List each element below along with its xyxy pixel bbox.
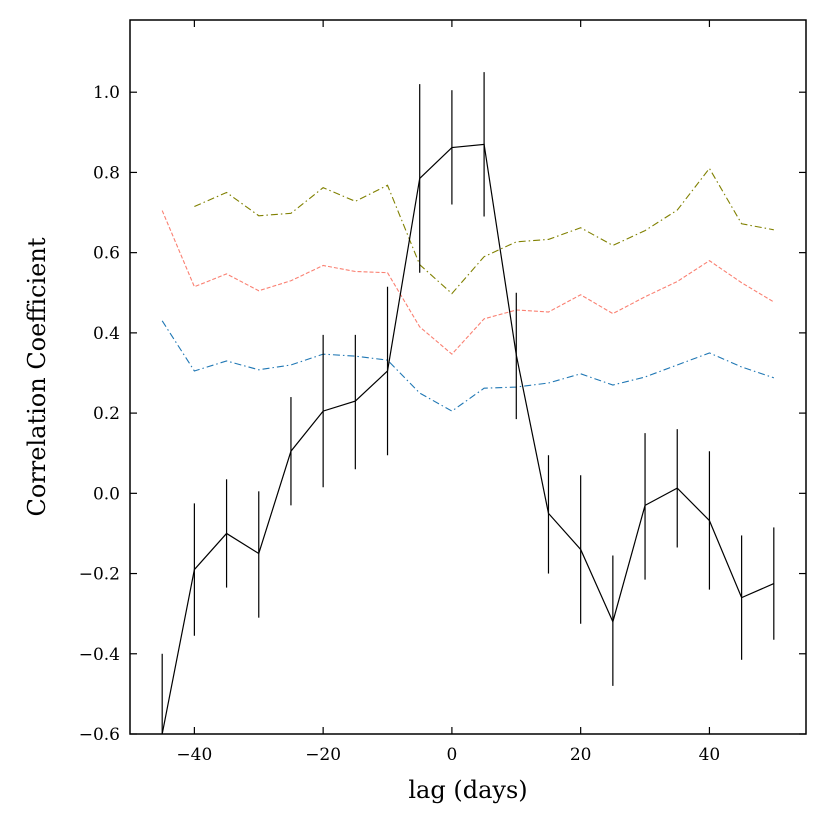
x-tick-label: −20: [305, 745, 341, 765]
x-tick-label: 0: [446, 745, 457, 765]
y-tick-label: 0.2: [93, 404, 120, 424]
y-tick-label: 1.0: [93, 83, 120, 103]
x-tick-label: −40: [176, 745, 212, 765]
axis-ticks: −40 −20 0 20 40 −0.6 −0.4 −0.2 0.0 0.2 0.4 0.6 0.8 1.…: [79, 20, 806, 765]
y-tick-label: −0.2: [79, 565, 120, 585]
series-line-salmon-dashed: [161, 210, 775, 355]
plot-frame: [129, 19, 807, 735]
series-line-correlation: [161, 143, 775, 734]
y-tick-label: 0.0: [93, 484, 120, 504]
x-axis-label: lag (days): [408, 776, 527, 804]
y-tick-label: −0.4: [79, 645, 120, 665]
x-tick-label: 40: [699, 745, 721, 765]
plot-content: [161, 72, 775, 734]
series-line-blue-dash-dot: [161, 320, 774, 412]
y-tick-label: 0.6: [93, 244, 120, 264]
y-tick-label: 0.8: [93, 163, 120, 183]
y-tick-label: −0.6: [79, 725, 120, 745]
series-line-olive-dash-dot: [194, 167, 774, 295]
y-tick-label: 0.4: [93, 324, 120, 344]
x-tick-label: 20: [570, 745, 592, 765]
y-axis-label: Correlation Coefficient: [23, 237, 51, 516]
